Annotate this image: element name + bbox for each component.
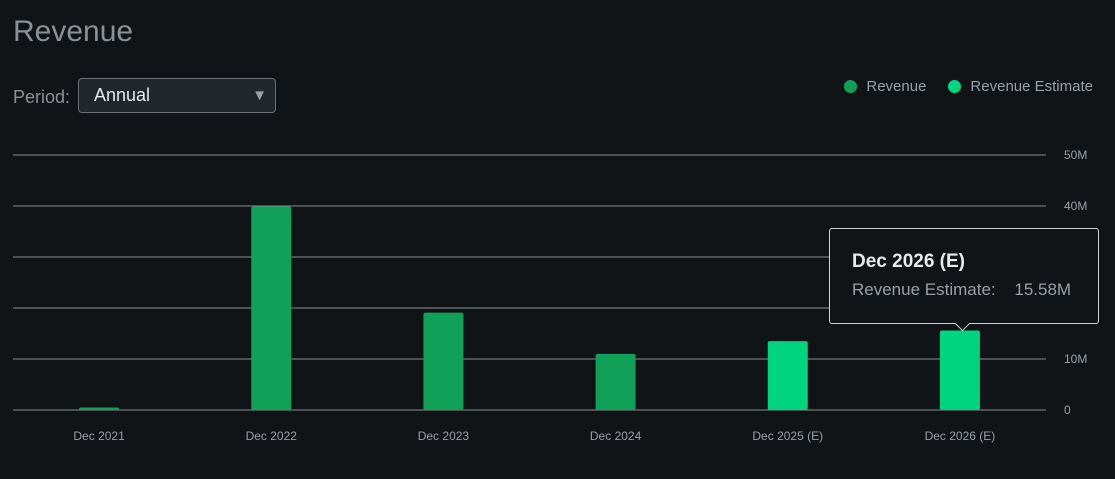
tooltip-title: Dec 2026 (E) bbox=[852, 251, 966, 272]
x-tick-label: Dec 2022 bbox=[246, 429, 298, 443]
bar bbox=[79, 407, 120, 410]
x-tick-label: Dec 2021 bbox=[73, 429, 125, 443]
chart-tooltip: Dec 2026 (E) Revenue Estimate: 15.58M bbox=[829, 228, 1099, 324]
x-tick-label: Dec 2023 bbox=[418, 429, 470, 443]
bar bbox=[767, 341, 808, 410]
y-tick-label: 50M bbox=[1064, 148, 1087, 162]
chart-title: Revenue bbox=[13, 15, 134, 48]
tooltip-value: 15.58M bbox=[1014, 280, 1072, 299]
legend-label-revenue: Revenue bbox=[866, 78, 927, 95]
legend-item-revenue[interactable]: Revenue bbox=[844, 78, 926, 95]
period-select[interactable]: Annual ▼ bbox=[78, 78, 276, 113]
legend-dot-revenue-estimate bbox=[948, 80, 962, 93]
legend-dot-revenue bbox=[844, 80, 858, 93]
legend-item-revenue-estimate[interactable]: Revenue Estimate bbox=[948, 78, 1093, 95]
x-tick-label: Dec 2026 (E) bbox=[925, 429, 996, 443]
x-tick-label: Dec 2024 bbox=[590, 429, 642, 443]
legend-label-revenue-estimate: Revenue Estimate bbox=[970, 78, 1093, 95]
bar bbox=[251, 206, 292, 410]
period-label: Period: bbox=[13, 87, 71, 107]
x-tick-label: Dec 2025 (E) bbox=[752, 429, 823, 443]
bar bbox=[939, 330, 980, 410]
y-tick-label: 10M bbox=[1064, 352, 1087, 366]
legend: Revenue Revenue Estimate bbox=[844, 78, 1093, 95]
bar bbox=[595, 353, 636, 410]
tooltip-series-label: Revenue Estimate: bbox=[852, 280, 996, 299]
y-tick-label: 0 bbox=[1064, 403, 1071, 417]
tooltip-row: Revenue Estimate: 15.58M bbox=[852, 280, 1076, 300]
caret-down-icon: ▼ bbox=[252, 87, 267, 104]
bar bbox=[423, 312, 464, 410]
period-selected-value: Annual bbox=[94, 85, 151, 105]
y-tick-label: 40M bbox=[1064, 199, 1087, 213]
